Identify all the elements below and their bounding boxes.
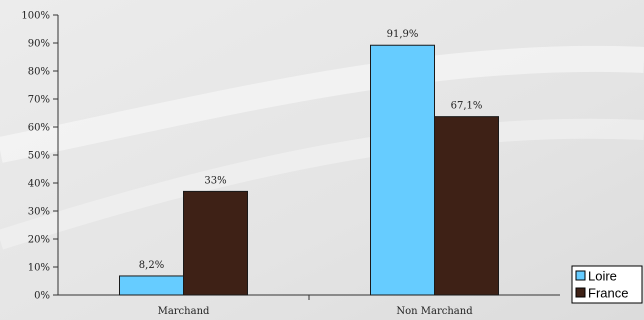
legend-label-france: France	[588, 286, 628, 301]
y-tick-label: 50%	[28, 151, 50, 162]
y-tick-label: 90%	[28, 39, 50, 50]
data-label: 33%	[204, 175, 226, 186]
bar-france	[434, 116, 499, 296]
bar-france	[183, 190, 248, 296]
y-tick-label: 30%	[28, 207, 50, 218]
legend-swatch-france	[575, 287, 586, 298]
data-label: 8,2%	[139, 260, 164, 271]
data-label: 67,1%	[451, 101, 483, 112]
legend-swatch-loire	[575, 270, 586, 281]
y-tick-label: 80%	[28, 67, 50, 78]
background-swoosh-lower	[0, 118, 644, 250]
bar-loire	[370, 44, 435, 296]
bar-loire	[119, 275, 184, 296]
data-label: 91,9%	[387, 29, 419, 40]
y-tick-label: 40%	[28, 179, 50, 190]
y-tick-label: 20%	[28, 235, 50, 246]
legend-label-loire: Loire	[588, 269, 617, 284]
x-category-label: Marchand	[158, 306, 210, 317]
y-tick-label: 70%	[28, 95, 50, 106]
background-swoosh	[0, 45, 644, 163]
y-tick-label: 60%	[28, 123, 50, 134]
y-tick-label: 10%	[28, 263, 50, 274]
y-tick-label: 0%	[34, 291, 50, 302]
y-tick-label: 100%	[21, 11, 50, 22]
x-category-label: Non Marchand	[396, 306, 473, 317]
